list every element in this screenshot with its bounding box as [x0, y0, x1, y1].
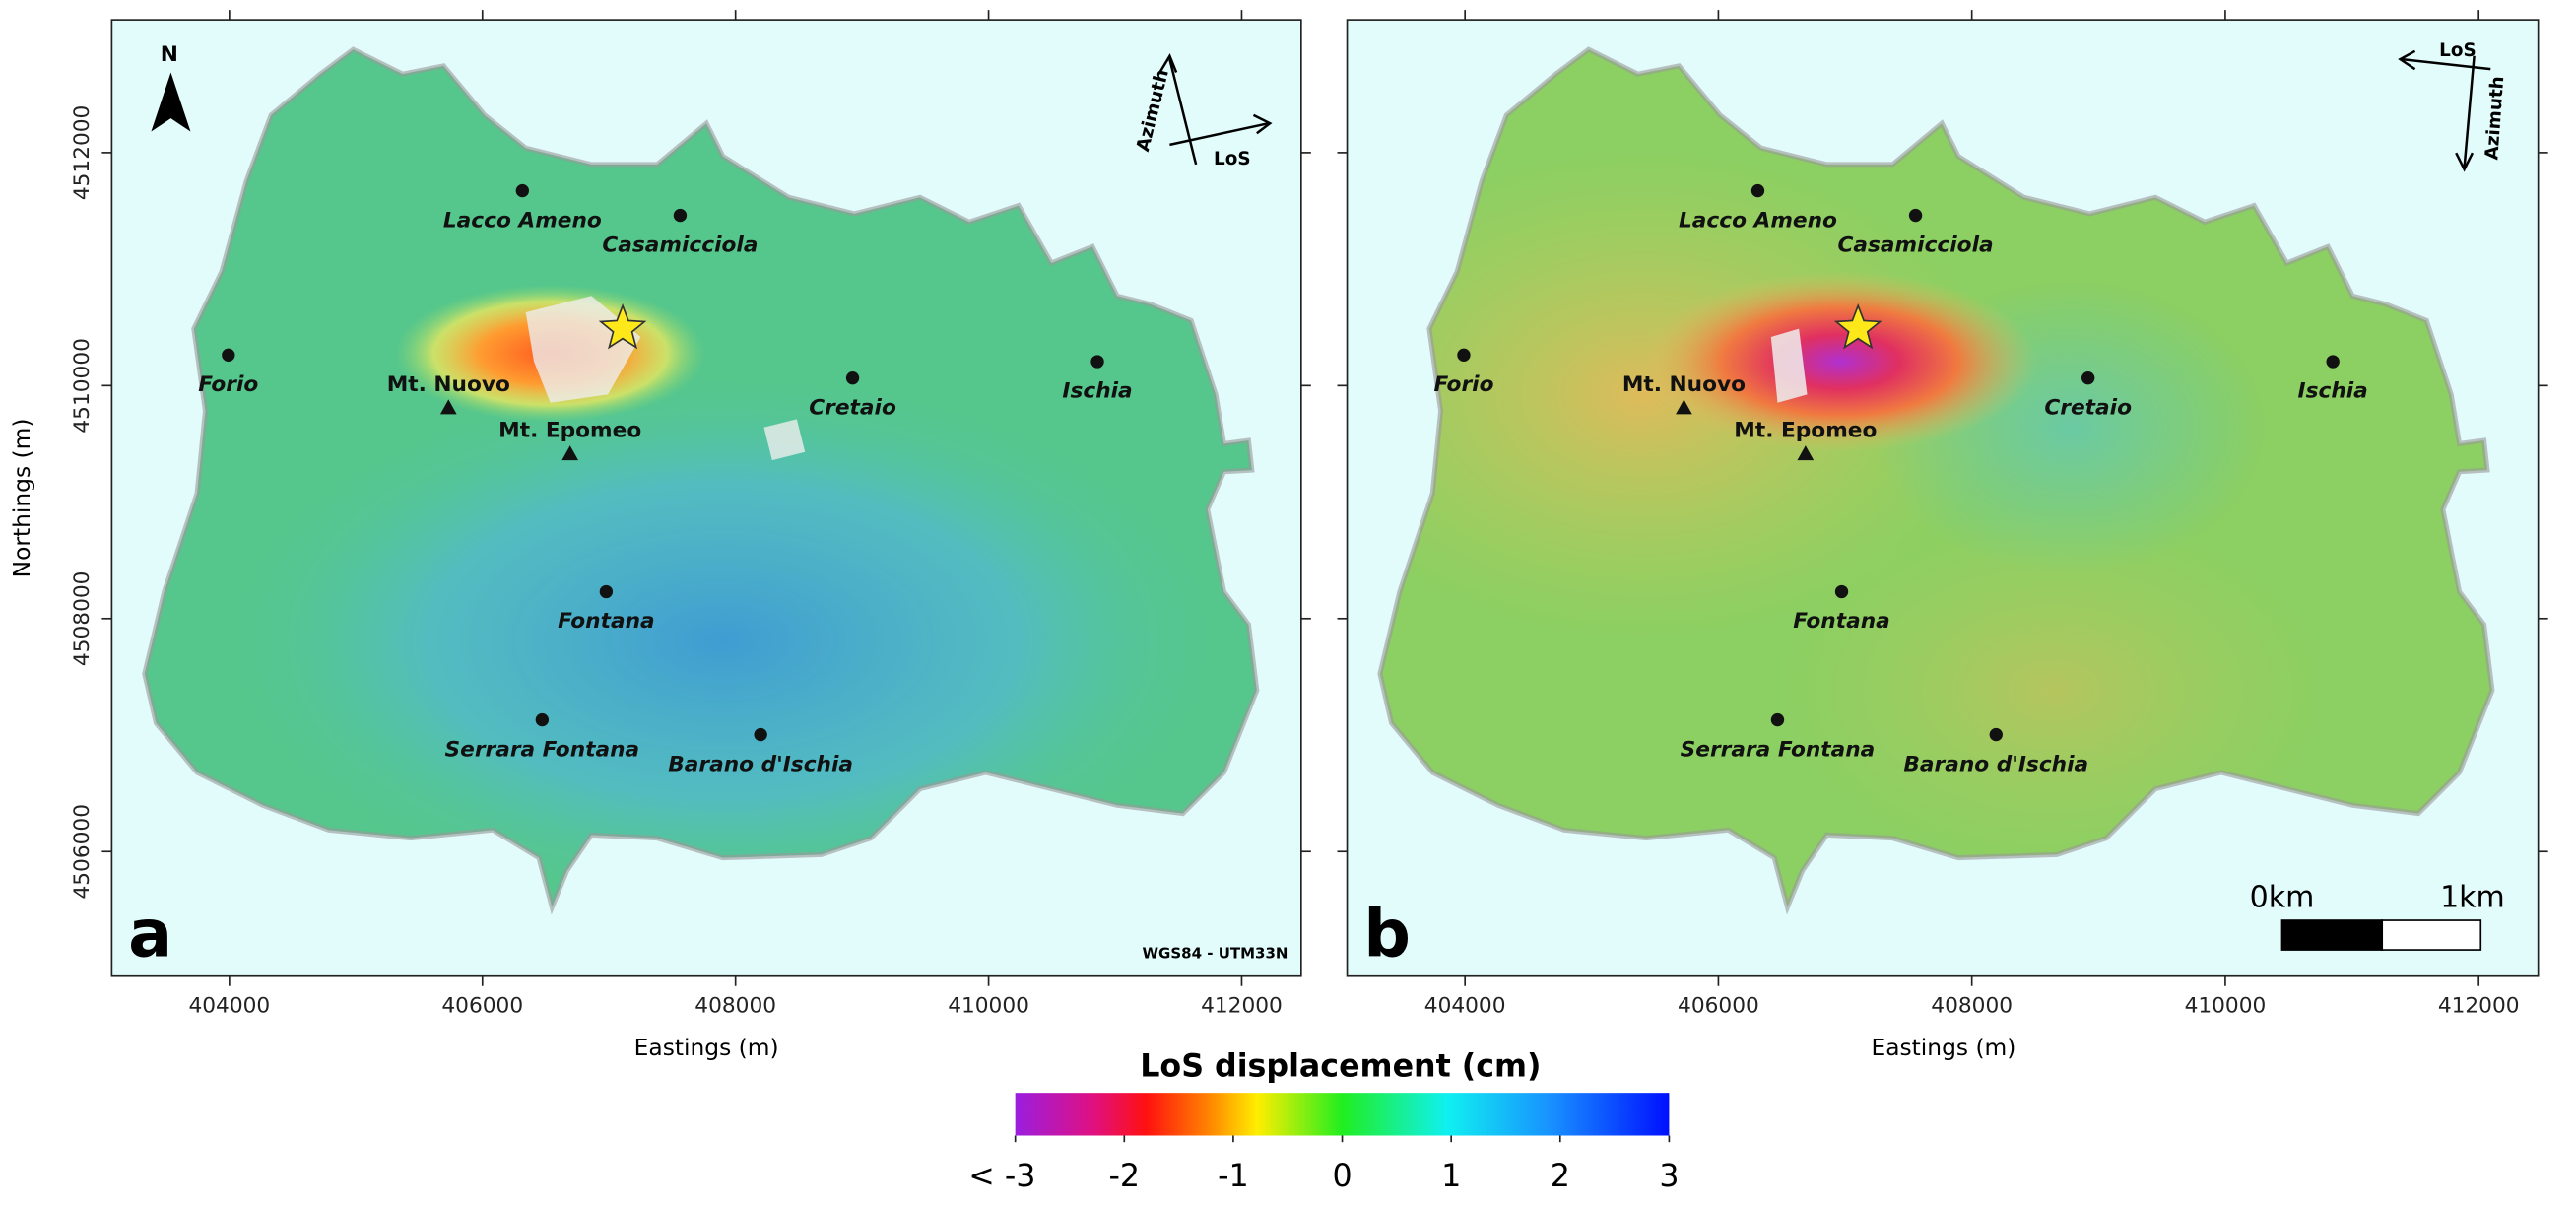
town-label: Serrara Fontana	[1681, 737, 1876, 762]
x-tick-label: 412000	[2438, 993, 2520, 1018]
town-marker	[1989, 727, 2003, 742]
scale-bar	[2381, 919, 2482, 951]
peak-label: Mt. Nuovo	[387, 372, 510, 397]
attribution: WGS84 - UTM33N	[1143, 944, 1288, 962]
town-label: Barano d'Ischia	[1903, 752, 2088, 776]
town-marker	[222, 348, 235, 363]
town-label: Casamicciola	[1838, 233, 1994, 257]
y-tick-label: 4506000	[70, 804, 95, 900]
x-tick-label: 404000	[1424, 993, 1506, 1018]
colorbar-title: LoS displacement (cm)	[1140, 1048, 1541, 1084]
epicentre-star	[598, 302, 647, 350]
y-tick-label: 4510000	[70, 338, 95, 434]
epicentre-star	[1833, 302, 1882, 350]
town-label: Fontana	[558, 609, 654, 634]
y-tick-label: 4512000	[70, 105, 95, 201]
x-tick-label: 404000	[188, 993, 270, 1018]
town-marker	[845, 371, 860, 385]
los-label: LoS	[1214, 149, 1250, 169]
town-marker	[1750, 183, 1765, 198]
town-marker	[1834, 584, 1849, 599]
scale-label: 1km	[2440, 881, 2505, 915]
scale-label: 0km	[2250, 881, 2315, 915]
town-marker	[515, 183, 530, 198]
y-tick-label: 4508000	[70, 571, 95, 667]
town-label: Lacco Ameno	[1679, 208, 1837, 233]
peak-marker	[1676, 399, 1692, 415]
x-tick-label: 410000	[2185, 993, 2267, 1018]
town-marker	[1908, 208, 1923, 223]
scale-bar	[2280, 919, 2384, 951]
town-marker	[2326, 355, 2340, 369]
town-marker	[1770, 712, 1785, 727]
town-label: Barano d'Ischia	[668, 752, 853, 776]
town-marker	[1457, 348, 1471, 363]
colorbar-tick-label: 1	[1441, 1159, 1461, 1194]
town-label: Cretaio	[2044, 395, 2132, 420]
x-tick-label: 410000	[948, 993, 1029, 1018]
y-axis-label: Northings (m)	[8, 419, 35, 578]
town-marker	[673, 208, 688, 223]
town-marker	[2081, 371, 2095, 385]
colorbar-tick-label: 2	[1551, 1159, 1570, 1194]
town-label: Ischia	[2298, 379, 2368, 404]
town-marker	[599, 584, 614, 599]
x-tick-label: 408000	[1931, 993, 2013, 1018]
los-label: LoS	[2439, 40, 2476, 61]
town-label: Lacco Ameno	[443, 208, 602, 233]
x-tick-label: 408000	[694, 993, 776, 1018]
town-marker	[754, 727, 767, 742]
town-label: Cretaio	[809, 395, 896, 420]
town-label: Serrara Fontana	[445, 737, 640, 762]
colorbar-tick-label: 3	[1659, 1159, 1679, 1194]
north-label: N	[161, 42, 178, 67]
peak-marker	[439, 399, 457, 415]
x-tick-label: 406000	[441, 993, 523, 1018]
x-tick-label: 412000	[1201, 993, 1283, 1018]
peak-label: Mt. Epomeo	[498, 419, 641, 443]
town-label: Forio	[1433, 372, 1493, 397]
peak-label: Mt. Nuovo	[1622, 372, 1746, 397]
north-arrow	[151, 72, 191, 132]
direction-arrows	[1158, 49, 2491, 172]
town-label: Fontana	[1793, 609, 1889, 634]
colorbar-tick-label: 0	[1332, 1159, 1352, 1194]
colorbar-tick-label: < -3	[968, 1159, 1035, 1194]
panel-label: b	[1363, 896, 1411, 973]
x-tick-label: 406000	[1678, 993, 1759, 1018]
x-axis-label: Eastings (m)	[634, 1034, 779, 1061]
town-label: Ischia	[1062, 379, 1132, 404]
colorbar	[1015, 1093, 1670, 1136]
peak-label: Mt. Epomeo	[1734, 419, 1877, 443]
town-label: Casamicciola	[602, 233, 758, 257]
town-label: Forio	[198, 372, 258, 397]
panel-label: a	[128, 896, 172, 973]
town-marker	[1090, 355, 1104, 369]
peak-marker	[1797, 445, 1815, 461]
town-marker	[535, 712, 550, 727]
colorbar-tick-label: -1	[1218, 1159, 1249, 1194]
colorbar-tick-label: -2	[1108, 1159, 1140, 1194]
peak-marker	[561, 445, 579, 461]
x-axis-label: Eastings (m)	[1871, 1034, 2015, 1061]
